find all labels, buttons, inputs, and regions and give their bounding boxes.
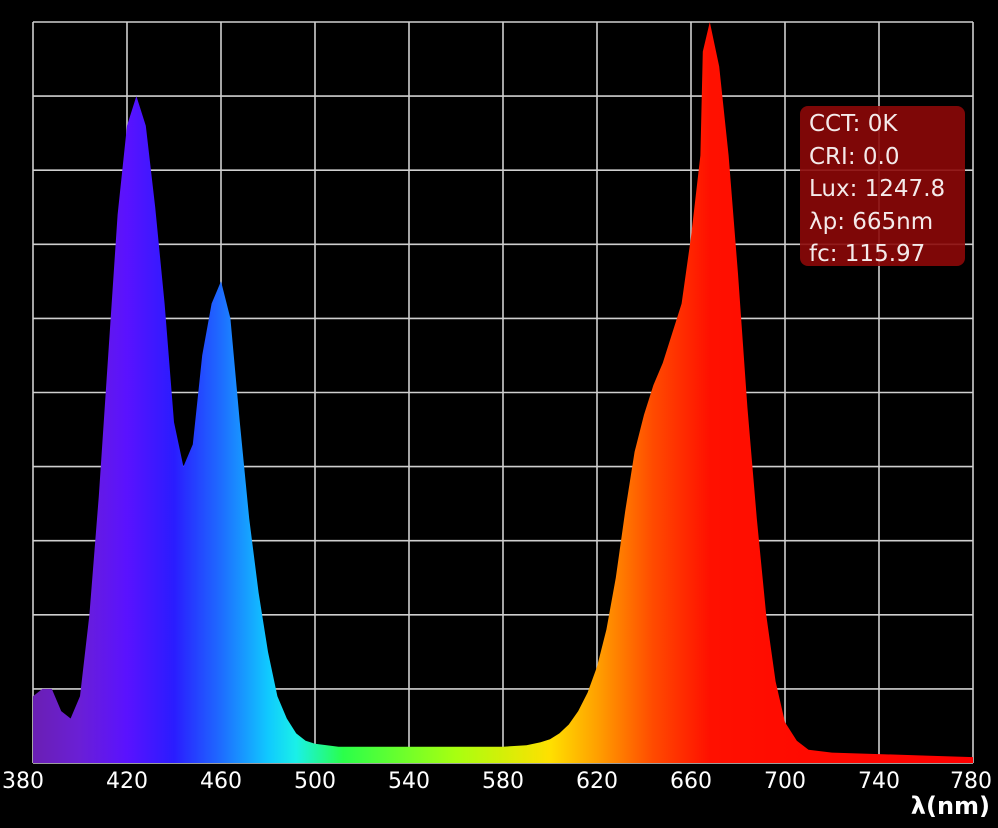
foot-candle-value: fc: 115.97: [809, 241, 926, 267]
x-tick-labels: 380 420 460 500 540 580 620 660 700 740 780: [2, 769, 992, 794]
x-tick-label: 460: [200, 769, 242, 794]
x-tick-label: 420: [106, 769, 148, 794]
x-tick-label: 580: [482, 769, 524, 794]
lux-value: Lux: 1247.8: [809, 176, 946, 202]
x-tick-label: 660: [670, 769, 712, 794]
x-tick-label: 380: [2, 769, 44, 794]
x-tick-label: 740: [858, 769, 900, 794]
spectrum-area: [33, 22, 973, 763]
x-tick-label: 540: [388, 769, 430, 794]
cct-value: CCT: 0K: [809, 111, 898, 137]
cri-value: CRI: 0.0: [809, 143, 900, 170]
measurement-info-box: CCT: 0K CRI: 0.0 Lux: 1247.8 λp: 665nm f…: [800, 106, 965, 267]
x-tick-label: 500: [294, 769, 336, 794]
x-tick-label: 780: [950, 769, 992, 794]
x-tick-label: 700: [764, 769, 806, 794]
x-tick-label: 620: [576, 769, 618, 794]
x-axis-label: λ(nm): [910, 792, 990, 820]
peak-wavelength-value: λp: 665nm: [809, 208, 934, 235]
